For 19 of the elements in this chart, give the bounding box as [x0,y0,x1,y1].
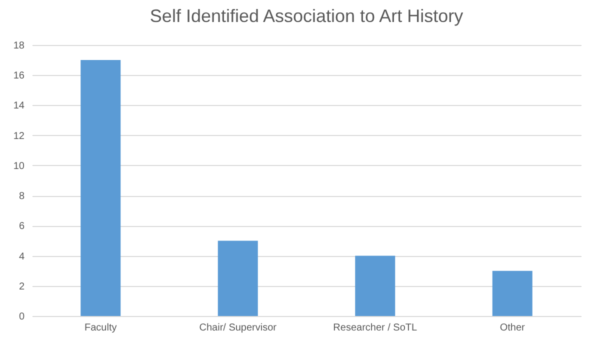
x-tick-label: Other [500,322,526,334]
y-tick-label: 10 [13,160,25,172]
y-tick-label: 6 [18,221,25,232]
x-tick-label: Chair/ Supervisor [199,322,278,334]
y-tick-label: 2 [18,281,25,292]
y-tick-label: 8 [18,191,25,202]
y-tick-label: 12 [13,130,25,142]
y-tick-label: 0 [18,312,25,322]
x-tick-label: Faculty [84,322,117,334]
y-tick-label: 18 [13,40,25,52]
x-tick-label: Researcher / SoTL [333,322,418,334]
bar [218,240,258,316]
chart-title: Self Identified Association to Art History [150,6,464,26]
bar [355,256,396,316]
y-tick-label: 16 [13,70,25,82]
bar [492,270,532,316]
bar [80,60,121,316]
y-tick-label: 14 [13,100,25,112]
y-tick-label: 4 [18,251,25,262]
